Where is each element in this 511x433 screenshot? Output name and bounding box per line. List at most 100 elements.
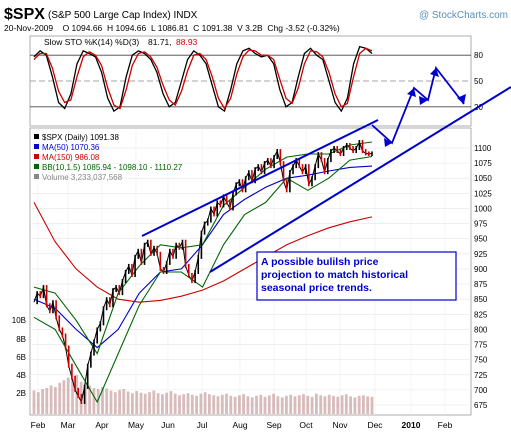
arrow-head <box>419 96 428 105</box>
x-tick-label: Aug <box>232 420 247 430</box>
x-tick-label: May <box>128 420 145 430</box>
stochastic-line-k <box>33 45 373 113</box>
price-y-tick: 950 <box>474 235 488 244</box>
volume-bar <box>45 388 49 414</box>
x-tick-label: 2010 <box>402 420 421 430</box>
stochastic-line-d <box>33 47 373 110</box>
volume-bar <box>280 397 284 414</box>
volume-bar <box>195 395 198 414</box>
projection-zigzag <box>371 65 465 145</box>
volume-bar <box>362 395 365 414</box>
price-y-tick: 1025 <box>474 189 492 198</box>
volume-bar <box>336 396 340 414</box>
volume-bar <box>246 396 250 414</box>
volume-bar <box>58 382 62 414</box>
volume-bar <box>169 391 173 414</box>
channel-lower-line <box>209 86 511 273</box>
symbol-fullname: (S&P 500 Large Cap Index) INDX <box>48 10 198 21</box>
volume-bar <box>327 394 331 414</box>
volume-bar <box>165 392 168 414</box>
volume-bar <box>238 395 241 414</box>
price-series-line-4 <box>33 155 373 404</box>
x-tick-label: Sep <box>266 420 281 430</box>
quote-line: 20-Nov-2009 O 1094.66 H 1094.66 L 1086.8… <box>4 23 340 33</box>
legend-swatch <box>34 154 39 159</box>
x-tick-label: Feb <box>438 420 453 430</box>
volume-y-tick: 10B <box>12 316 26 325</box>
stochastic-legend-label: Slow STO %K(14) %D(3) <box>44 37 139 47</box>
volume-bar <box>143 393 147 414</box>
stochastic-y-tick: 80 <box>474 51 483 60</box>
legend-swatch <box>34 174 39 179</box>
volume-bar <box>353 397 357 414</box>
volume-bar <box>340 395 344 414</box>
channel-upper-line <box>141 119 379 237</box>
volume-y-tick: 6B <box>16 353 26 362</box>
volume-bar <box>118 390 121 414</box>
trend-channel <box>141 65 511 273</box>
legend-swatch <box>34 144 39 149</box>
legend-entry: BB(10,1.5) 1085.94 - 1098.10 - 1110.27 <box>42 163 183 172</box>
volume-bar <box>96 389 100 414</box>
volume-bar <box>323 396 327 414</box>
arrow-head <box>430 68 439 77</box>
volume-bar <box>186 393 190 414</box>
volume-bar <box>156 393 160 414</box>
volume-bar <box>62 380 66 414</box>
price-y-tick: 875 <box>474 280 488 289</box>
price-y-tick: 975 <box>474 220 488 229</box>
volume-bar <box>131 393 134 414</box>
volume-bar <box>199 393 203 414</box>
volume-bar <box>41 389 44 414</box>
volume-bar <box>306 395 310 414</box>
volume-bar <box>148 392 151 414</box>
price-y-tick: 1000 <box>474 204 492 213</box>
volume-bar <box>233 396 237 414</box>
volume-bar <box>203 392 207 414</box>
stochastic-legend-k: 81.71, <box>148 37 172 47</box>
stochastic-series <box>33 45 373 113</box>
volume-bar <box>109 390 113 414</box>
volume-bar <box>289 394 293 414</box>
volume-bar <box>310 396 314 414</box>
volume-bar <box>105 388 109 414</box>
volume-bar <box>229 395 233 414</box>
x-tick-label: Feb <box>31 420 46 430</box>
volume-bar <box>161 394 164 414</box>
volume-bar <box>255 395 258 414</box>
x-tick-label: Mar <box>61 420 76 430</box>
volume-bars <box>32 375 374 414</box>
volume-bar <box>36 392 40 414</box>
volume-bar <box>349 396 352 414</box>
stochastic-y-tick: 50 <box>474 77 483 86</box>
volume-bar <box>332 395 335 414</box>
price-y-tick: 750 <box>474 356 488 365</box>
legend-entry: $SPX (Daily) 1091.38 <box>42 133 119 142</box>
volume-bar <box>216 396 220 414</box>
x-tick-label: Apr <box>95 420 108 430</box>
volume-bar <box>212 395 216 414</box>
price-y-tick: 1100 <box>474 144 492 153</box>
volume-bar <box>267 395 271 414</box>
volume-bar <box>71 378 74 414</box>
volume-bar <box>297 395 301 414</box>
volume-bar <box>66 377 70 414</box>
volume-bar <box>370 396 374 414</box>
price-y-tick: 775 <box>474 341 488 350</box>
volume-bar <box>88 385 91 414</box>
arrow-head <box>457 94 466 104</box>
volume-bar <box>178 395 181 414</box>
volume-bar <box>242 394 245 414</box>
volume-bar <box>75 375 79 414</box>
volume-y-ticks: 10B 8B 6B 4B 2B <box>12 316 26 398</box>
watermark: @ StockCharts.com <box>419 10 508 21</box>
volume-bar <box>182 394 186 414</box>
volume-bar <box>173 393 177 414</box>
volume-bar <box>319 395 323 414</box>
volume-bar <box>225 393 228 414</box>
price-y-tick: 1050 <box>474 174 492 183</box>
volume-bar <box>126 391 130 414</box>
price-series <box>33 139 373 404</box>
